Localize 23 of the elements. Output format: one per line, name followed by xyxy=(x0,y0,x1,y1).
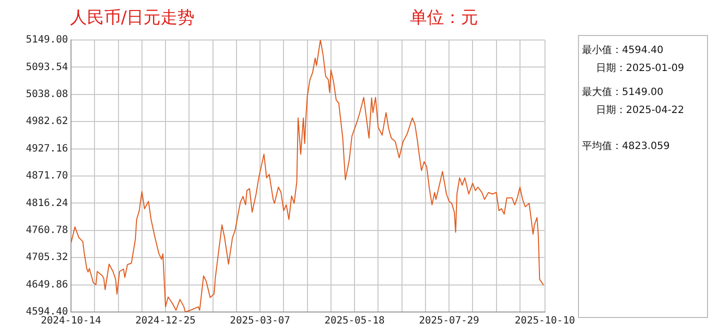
y-tick-label: 4927.16 xyxy=(26,143,68,154)
x-tick-label: 2024-12-25 xyxy=(135,316,196,327)
x-tick-label: 2024-10-14 xyxy=(40,316,102,327)
text: 日期：2025-04-22 xyxy=(595,104,686,118)
text: 最小值：4594.40 xyxy=(582,44,664,58)
y-tick-label: 4705.32 xyxy=(26,252,68,264)
text: 最大值：5149.00 xyxy=(582,86,664,100)
y-tick-label: 5093.54 xyxy=(26,62,68,73)
chart-subtitle: 单位：元 xyxy=(410,7,478,29)
text: 日期：2025-01-09 xyxy=(595,62,686,76)
x-tick-label: 2025-10-10 xyxy=(514,316,576,327)
x-tick-label: 2025-07-29 xyxy=(418,316,480,327)
y-tick-label: 4760.78 xyxy=(26,224,68,236)
y-tick-label: 4871.70 xyxy=(26,170,68,182)
y-tick-label: 5038.08 xyxy=(26,88,68,100)
y-tick-label: 4982.62 xyxy=(26,116,68,128)
text: 平均值：4823.059 xyxy=(582,140,671,154)
y-tick-label: 4649.86 xyxy=(26,279,68,290)
chart-title: 人民币/日元走势 xyxy=(70,7,195,29)
y-tick-label: 4816.24 xyxy=(26,198,68,209)
x-tick-label: 2025-03-07 xyxy=(230,316,290,327)
y-tick-label: 5149.00 xyxy=(26,34,68,46)
x-tick-label: 2025-05-18 xyxy=(324,316,385,327)
